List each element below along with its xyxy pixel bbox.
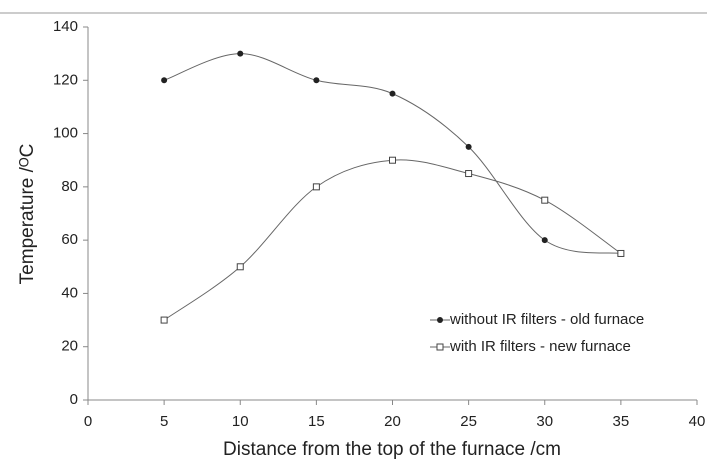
marker <box>541 196 549 204</box>
marker <box>237 50 244 57</box>
series-line <box>163 159 622 321</box>
legend-marker <box>436 343 444 351</box>
marker <box>617 249 625 257</box>
y-tick-label: 60 <box>61 231 78 248</box>
y-tick-label: 140 <box>53 18 78 35</box>
marker <box>161 77 168 84</box>
x-tick-label: 30 <box>536 413 553 430</box>
legend-text: with IR filters - new furnace <box>449 338 631 355</box>
x-tick-label: 20 <box>384 413 401 430</box>
marker <box>541 237 548 244</box>
y-tick-label: 40 <box>61 284 78 301</box>
x-tick-label: 35 <box>613 413 630 430</box>
x-tick-label: 0 <box>84 413 92 430</box>
marker <box>312 183 320 191</box>
x-tick-label: 10 <box>232 413 249 430</box>
y-tick-label: 80 <box>61 178 78 195</box>
x-axis-title: Distance from the top of the furnace /cm <box>223 439 561 460</box>
y-tick-label: 0 <box>70 391 78 408</box>
marker <box>236 263 244 271</box>
y-axis-title: Temperature /ᴼC <box>17 144 38 285</box>
marker <box>465 170 473 178</box>
y-tick-label: 100 <box>53 125 78 142</box>
marker <box>465 143 472 150</box>
x-tick-label: 15 <box>308 413 325 430</box>
series-line <box>163 53 621 254</box>
marker <box>389 156 396 164</box>
legend-text: without IR filters - old furnace <box>449 311 644 328</box>
marker <box>313 77 320 84</box>
y-tick-label: 120 <box>53 71 78 88</box>
marker <box>389 90 396 97</box>
marker <box>160 316 168 324</box>
y-tick-label: 20 <box>61 338 78 355</box>
x-tick-label: 5 <box>160 413 168 430</box>
x-tick-label: 40 <box>689 413 706 430</box>
legend-marker <box>437 317 443 323</box>
x-tick-label: 25 <box>460 413 477 430</box>
